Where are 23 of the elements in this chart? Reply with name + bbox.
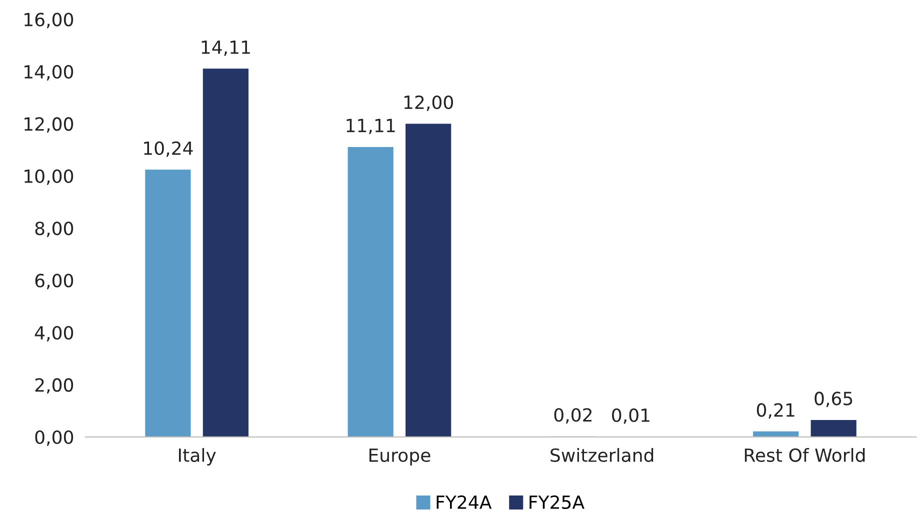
x-tick-label: Italy — [179, 448, 216, 466]
y-tick-label: 4,00 — [34, 326, 74, 342]
y-tick-label: 12,00 — [24, 117, 74, 133]
data-label: 0,21 — [756, 403, 794, 419]
y-tick-label: 14,00 — [24, 64, 74, 80]
data-label: 14,11 — [202, 40, 250, 56]
y-tick-label: 2,00 — [35, 378, 74, 394]
x-tick-label: Switzerland — [550, 448, 654, 462]
y-tick-label: 6,00 — [35, 274, 74, 290]
legend-label: FY24A — [436, 495, 492, 509]
data-label: 0,02 — [554, 408, 592, 424]
legend-label: FY25A — [530, 495, 584, 510]
data-label: 12,00 — [404, 95, 453, 111]
data-label: 10,24 — [144, 141, 193, 157]
y-tick-label: 16,00 — [24, 12, 74, 28]
x-tick-label: Rest Of World — [744, 448, 865, 462]
data-label: 0,65 — [814, 392, 852, 408]
x-tick-label: Europe — [369, 448, 430, 466]
data-label: 0,01 — [612, 408, 650, 424]
y-tick-label: 8,00 — [35, 222, 74, 238]
data-label: 11,11 — [346, 118, 395, 134]
y-tick-label: 0,00 — [35, 430, 74, 446]
y-tick-label: 10,00 — [24, 169, 74, 185]
